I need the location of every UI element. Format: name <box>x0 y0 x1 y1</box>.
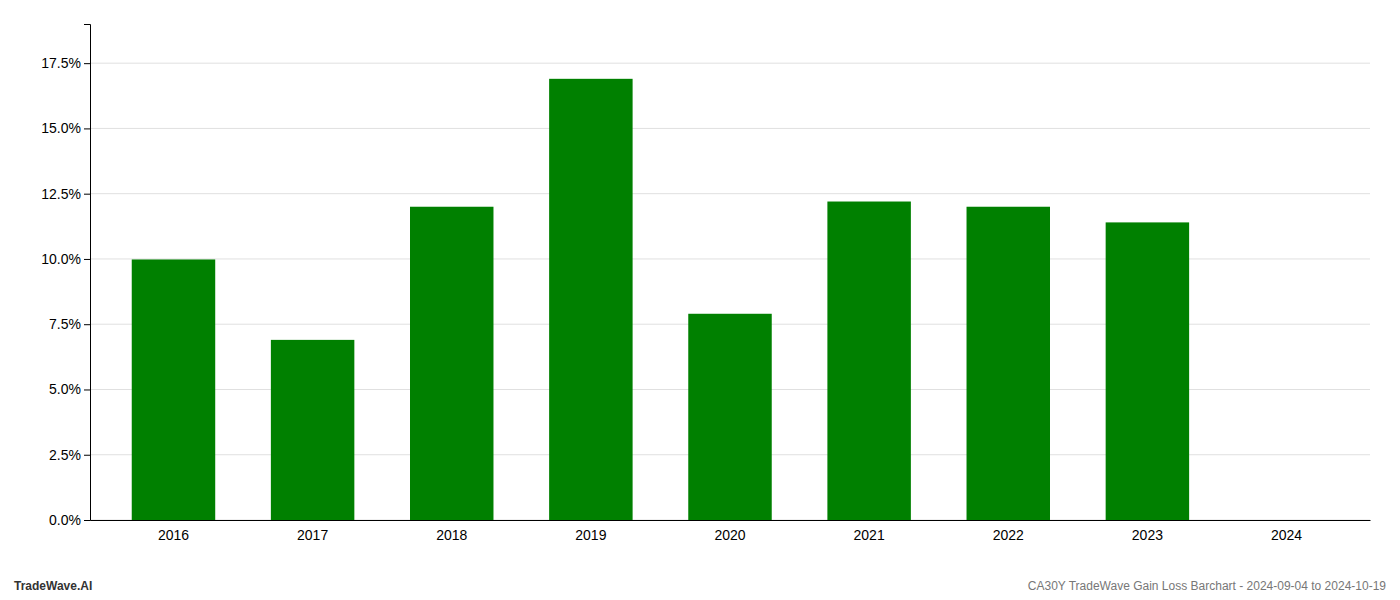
x-tick: 2024 <box>1271 527 1302 543</box>
x-tick-label: 2024 <box>1271 527 1302 543</box>
grid-line <box>90 63 1370 64</box>
y-tick-mark <box>84 520 90 521</box>
grid <box>90 63 1370 520</box>
y-tick-label: 10.0% <box>41 251 81 267</box>
bars <box>132 79 1189 520</box>
y-tick: 12.5% <box>41 186 90 202</box>
bar <box>1245 520 1328 521</box>
x-tick: 2017 <box>297 527 328 543</box>
x-axis-line <box>91 520 1371 521</box>
grid-line <box>90 193 1370 194</box>
y-tick-label: 15.0% <box>41 120 81 136</box>
bar <box>967 207 1050 520</box>
x-tick-label: 2022 <box>993 527 1024 543</box>
x-tick-label: 2019 <box>575 527 606 543</box>
footer-left: TradeWave.AI <box>14 579 92 593</box>
y-tick-label: 0.0% <box>49 512 81 528</box>
y-tick: 15.0% <box>41 120 90 136</box>
x-tick: 2020 <box>714 527 745 543</box>
y-tick: 10.0% <box>41 251 90 267</box>
bar <box>827 202 910 520</box>
x-tick: 2016 <box>158 527 189 543</box>
bar <box>271 340 354 520</box>
y-tick-mark <box>84 128 90 129</box>
y-tick-mark <box>84 63 90 64</box>
x-tick-label: 2021 <box>854 527 885 543</box>
y-tick-mark <box>84 194 90 195</box>
bar <box>132 259 215 520</box>
y-axis-line <box>84 25 91 521</box>
plot: 0.0% 2.5% 5.0% 7.5% 10.0% 12.5% 15.0% 17.5% 2016… <box>41 25 1370 543</box>
y-tick-label: 12.5% <box>41 186 81 202</box>
grid-line <box>90 128 1370 129</box>
y-tick: 0.0% <box>49 512 90 528</box>
footer-right: CA30Y TradeWave Gain Loss Barchart - 202… <box>1028 579 1387 593</box>
y-tick-label: 17.5% <box>41 55 81 71</box>
x-tick: 2023 <box>1132 527 1163 543</box>
bar <box>688 314 771 520</box>
y-tick-label: 2.5% <box>49 447 81 463</box>
annotations: TradeWave.AI CA30Y TradeWave Gain Loss Ba… <box>14 579 1386 593</box>
y-tick: 17.5% <box>41 55 90 71</box>
y-tick: 2.5% <box>49 447 90 463</box>
bar <box>1106 222 1189 520</box>
y-tick-mark <box>84 324 90 325</box>
y-axis: 0.0% 2.5% 5.0% 7.5% 10.0% 12.5% 15.0% 17.5% <box>41 25 90 528</box>
y-tick-label: 7.5% <box>49 316 81 332</box>
y-tick: 7.5% <box>49 316 90 332</box>
bar <box>410 207 493 520</box>
x-tick: 2021 <box>854 527 885 543</box>
chart: 0.0% 2.5% 5.0% 7.5% 10.0% 12.5% 15.0% 17.5% 2016… <box>0 0 1400 600</box>
y-tick-label: 5.0% <box>49 381 81 397</box>
x-tick: 2019 <box>575 527 606 543</box>
x-tick-label: 2016 <box>158 527 189 543</box>
y-tick-mark <box>84 389 90 390</box>
x-tick-label: 2023 <box>1132 527 1163 543</box>
x-tick-label: 2020 <box>714 527 745 543</box>
x-tick-label: 2018 <box>436 527 467 543</box>
x-axis: 2016 2017 2018 2019 2020 2021 2022 2023 2024 <box>91 521 1371 543</box>
x-tick: 2018 <box>436 527 467 543</box>
y-tick-mark <box>84 259 90 260</box>
x-tick-label: 2017 <box>297 527 328 543</box>
y-tick-mark <box>84 455 90 456</box>
y-tick: 5.0% <box>49 381 90 397</box>
x-tick: 2022 <box>993 527 1024 543</box>
bar <box>549 79 632 520</box>
